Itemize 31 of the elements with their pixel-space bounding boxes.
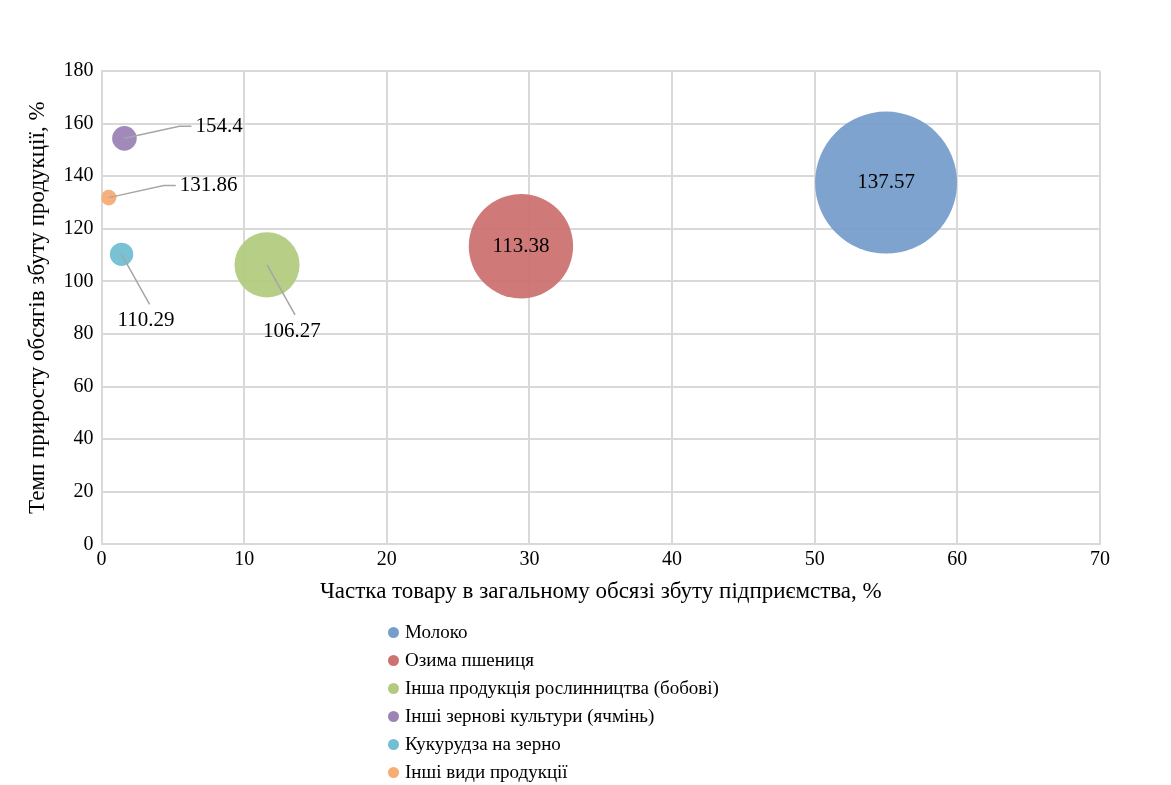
y-tick-label: 180: [63, 58, 94, 81]
x-tick-label: 20: [376, 546, 397, 569]
data-label: 131.86: [179, 172, 238, 197]
x-tick-label: 50: [804, 546, 825, 569]
y-tick-label: 100: [63, 268, 94, 291]
data-label: 106.27: [263, 317, 321, 342]
y-tick-label: 120: [63, 216, 94, 239]
legend-label: Інші зернові культури (ячмінь): [405, 705, 655, 727]
y-tick-label: 140: [63, 163, 94, 186]
data-label: 154.4: [195, 112, 244, 137]
y-tick-label: 160: [63, 110, 94, 133]
legend-label: Інші види продукції: [405, 761, 568, 783]
data-label: 137.57: [857, 169, 915, 194]
y-tick-label: 0: [83, 531, 94, 554]
y-tick-label: 40: [73, 426, 94, 449]
x-tick-label: 70: [1090, 546, 1110, 569]
x-tick-label: 40: [662, 546, 683, 569]
y-tick-label: 80: [73, 321, 94, 344]
data-label: 113.38: [492, 232, 550, 257]
y-tick-label: 20: [73, 479, 94, 502]
x-tick-label: 10: [234, 546, 255, 569]
y-tick-label: 60: [73, 373, 94, 396]
legend-label: Озима пшениця: [405, 649, 534, 671]
x-tick-label: 60: [947, 546, 968, 569]
legend-label: Молоко: [405, 621, 468, 643]
data-label: 110.29: [117, 307, 175, 332]
x-tick-label: 30: [519, 546, 540, 569]
legend-label: Кукурудза на зерно: [405, 733, 561, 755]
legend-label: Інша продукція рослинництва (бобові): [405, 677, 719, 699]
y-axis-title: Темп приросту обсягів збуту продукції, %: [23, 101, 49, 514]
x-axis-title: Частка товару в загальному обсязі збуту підприємства, %: [319, 578, 882, 604]
